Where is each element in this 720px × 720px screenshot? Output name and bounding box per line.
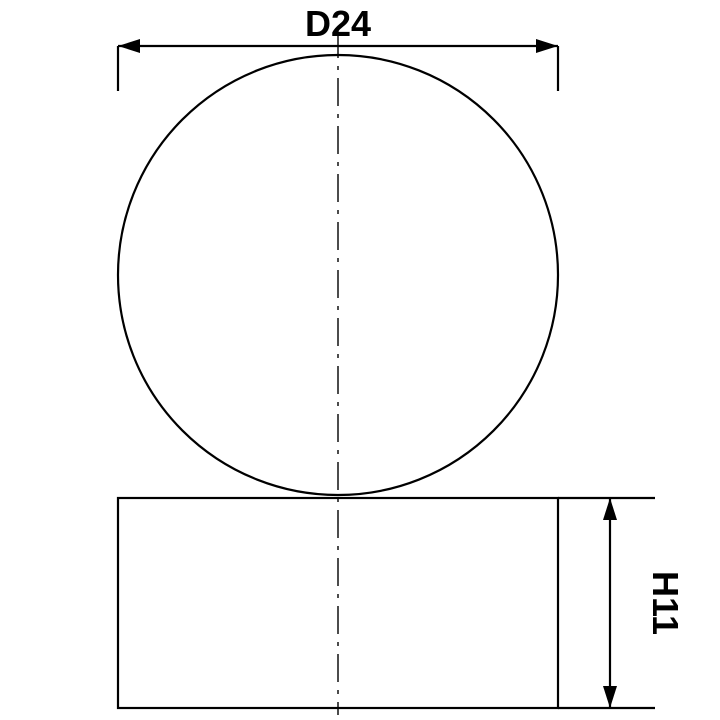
dim-d-label: D24 bbox=[305, 3, 371, 44]
dim-h-arrow-top bbox=[603, 498, 617, 520]
dim-d-arrow-left bbox=[118, 39, 140, 53]
dim-d-arrow-right bbox=[536, 39, 558, 53]
dim-h-label: H11 bbox=[645, 571, 686, 635]
technical-drawing: D24 H11 bbox=[0, 0, 720, 720]
dim-h-arrow-bottom bbox=[603, 686, 617, 708]
dimension-diameter: D24 bbox=[118, 3, 558, 91]
dimension-height: H11 bbox=[558, 498, 686, 708]
